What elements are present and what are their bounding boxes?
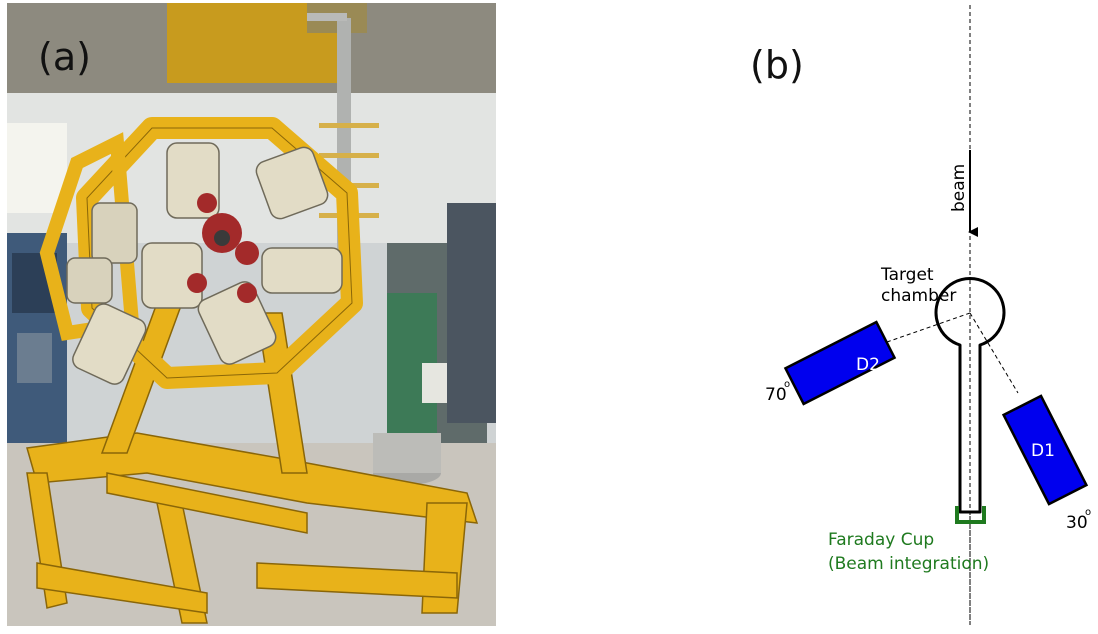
detector-d1 [1001, 394, 1089, 506]
target-label-line1: Target [880, 265, 934, 285]
beam-label: beam [949, 164, 969, 212]
faraday-label-line2: (Beam integration) [828, 554, 989, 574]
panel-a-label: (a) [38, 35, 91, 79]
detector-array-photo [7, 3, 496, 626]
diagram-panel-b: D2 D1 (b) beam Target chamber 70 o 30 o … [560, 0, 1098, 630]
angle-70-degree: o [784, 379, 790, 390]
detector-d2-body [783, 320, 897, 406]
angle-30-degree: o [1085, 507, 1091, 518]
detector-d2-label: D2 [856, 355, 880, 375]
detector-d1-label: D1 [1031, 441, 1055, 461]
panel-b-label: (b) [750, 43, 804, 87]
d1-sightline [969, 312, 1019, 394]
target-label-line2: chamber [881, 286, 956, 306]
photo-panel-a [7, 3, 496, 626]
faraday-cup-shape [955, 506, 986, 524]
detector-d1-body [1001, 394, 1089, 506]
angle-70-label: 70 [765, 385, 787, 405]
faraday-label-line1: Faraday Cup [828, 530, 934, 550]
detector-d2 [783, 320, 897, 406]
d2-sightline [886, 312, 971, 343]
setup-schematic: D2 D1 (b) beam Target chamber 70 o 30 o … [750, 5, 1091, 625]
angle-30-label: 30 [1066, 513, 1088, 533]
